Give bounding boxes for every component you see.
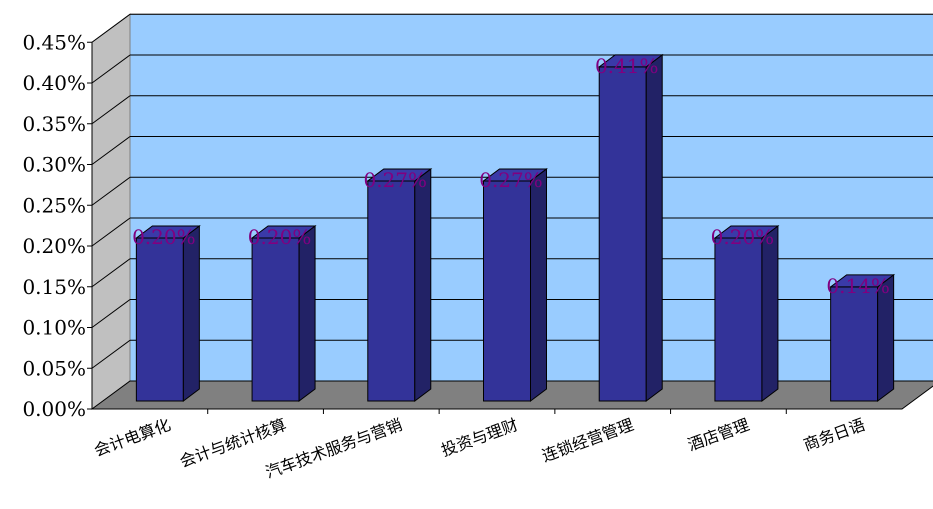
bar-top <box>366 168 433 182</box>
gridline-depth <box>91 176 131 206</box>
gridline-depth <box>91 13 131 43</box>
y-tick-label: 0.15% <box>22 275 86 299</box>
bar-side <box>645 53 663 402</box>
bar-side <box>414 167 432 402</box>
bar-front <box>598 66 647 402</box>
y-tick-label: 0.00% <box>22 397 86 421</box>
y-tick-label: 0.35% <box>22 112 86 136</box>
bar-front <box>367 180 416 402</box>
bar-top <box>829 274 896 288</box>
bar-front <box>483 180 531 402</box>
x-category-label: 连锁经营管理 <box>539 415 636 466</box>
bar-top <box>482 168 548 182</box>
gridline-depth <box>91 217 131 247</box>
bar-front <box>714 237 763 402</box>
y-tick-label: 0.05% <box>22 356 86 380</box>
gridline-depth <box>91 299 131 328</box>
bar-value-label: 0.27% <box>479 168 543 192</box>
bar-side <box>298 225 316 402</box>
x-category-label: 酒店管理 <box>685 415 752 455</box>
bar-side <box>761 225 779 402</box>
y-tick-label: 0.30% <box>22 153 86 177</box>
gridline-depth <box>91 54 131 84</box>
bar-top <box>134 225 201 239</box>
bar-value-label: 0.20% <box>711 225 775 249</box>
bar-value-label: 0.20% <box>248 225 312 249</box>
y-tick-label: 0.10% <box>22 316 86 340</box>
bar-value-label: 0.14% <box>826 274 890 298</box>
x-category-label: 投资与理财 <box>439 415 521 460</box>
bar-side <box>182 225 200 402</box>
bar-top <box>597 54 664 68</box>
bar-front <box>830 286 879 402</box>
bar-top <box>713 225 780 239</box>
y-tick-label: 0.40% <box>22 71 86 95</box>
x-category-label: 商务日语 <box>801 415 868 455</box>
y-tick-label: 0.45% <box>22 30 86 54</box>
gridline-depth <box>91 258 131 288</box>
bar-value-label: 0.27% <box>364 168 428 192</box>
bar-side <box>530 167 547 402</box>
gridline-depth <box>91 95 131 125</box>
plot-side-wall <box>91 13 131 410</box>
gridline-depth <box>91 339 131 369</box>
bar-top <box>250 225 317 239</box>
bar-value-label: 0.41% <box>595 54 659 78</box>
y-tick-label: 0.20% <box>22 234 86 258</box>
bar-value-label: 0.20% <box>132 225 196 249</box>
bar-front <box>135 237 184 402</box>
y-tick-label: 0.25% <box>22 193 86 217</box>
bar-front <box>251 237 300 402</box>
x-category-label: 会计电算化 <box>92 415 174 460</box>
gridline-depth <box>91 136 131 165</box>
